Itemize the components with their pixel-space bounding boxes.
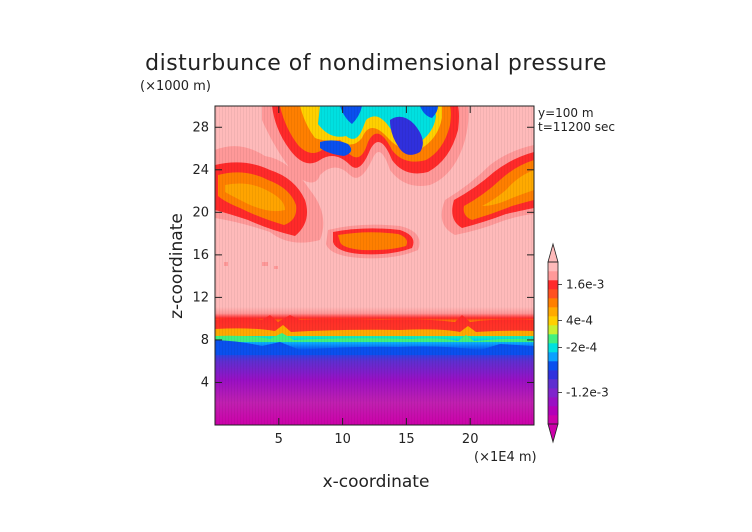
colorbar-label: -1.2e-3	[566, 386, 609, 400]
colorbar-swatch	[548, 370, 558, 380]
colorbar-label: 1.6e-3	[566, 278, 604, 292]
y-unit-label: (×1000 m)	[140, 79, 211, 94]
y-tick-label: 4	[201, 375, 209, 390]
y-ticks: 4 8 12 16 20 24 28	[192, 120, 534, 390]
colorbar-swatch	[548, 262, 558, 272]
chart-title: disturbunce of nondimensional pressure	[145, 51, 607, 76]
colorbar-swatch	[548, 379, 558, 389]
colorbar-swatch	[548, 397, 558, 407]
colorbar-swatch	[548, 415, 558, 425]
y-tick-label: 20	[192, 205, 209, 220]
y-tick-label: 16	[192, 248, 209, 263]
plot-frame	[214, 105, 535, 426]
colorbar-frame	[547, 261, 559, 425]
y-tick-label: 12	[192, 290, 209, 305]
x-unit-label: (×1E4 m)	[474, 450, 537, 465]
annotation-y: y=100 m	[538, 106, 594, 120]
colorbar-swatch	[548, 388, 558, 398]
y-tick-label: 8	[201, 333, 209, 348]
y-tick-label: 24	[192, 163, 209, 178]
x-axis-label: x-coordinate	[323, 472, 430, 492]
plot-area	[214, 105, 535, 426]
colorbar-swatch	[548, 334, 558, 344]
colorbar-label: 4e-4	[566, 314, 593, 328]
y-tick-label: 28	[192, 120, 209, 135]
colorbar: 1.6e-3 4e-4 -2e-4 -1.2e-3	[547, 242, 609, 444]
colorbar-label: -2e-4	[566, 341, 597, 355]
colorbar-swatch	[548, 307, 558, 317]
colorbar-swatch	[548, 325, 558, 335]
colorbar-bottom-arrow	[547, 423, 559, 444]
x-tick-label: 20	[462, 432, 479, 447]
colorbar-swatch	[548, 289, 558, 299]
colorbar-swatch	[548, 352, 558, 362]
colorbar-swatch	[548, 316, 558, 326]
x-tick-label: 15	[398, 432, 415, 447]
x-tick-label: 10	[334, 432, 351, 447]
colorbar-swatch	[548, 298, 558, 308]
colorbar-swatch	[548, 343, 558, 353]
colorbar-top-arrow	[547, 242, 559, 263]
x-ticks: 5 10 15 20	[275, 106, 479, 447]
colorbar-swatch	[548, 361, 558, 371]
colorbar-swatch	[548, 271, 558, 281]
annotation-t: t=11200 sec	[538, 120, 615, 134]
y-axis-label: z-coordinate	[167, 213, 187, 319]
colorbar-swatch	[548, 406, 558, 416]
colorbar-swatch	[548, 280, 558, 290]
texture-overlay	[215, 106, 534, 425]
x-tick-label: 5	[275, 432, 283, 447]
